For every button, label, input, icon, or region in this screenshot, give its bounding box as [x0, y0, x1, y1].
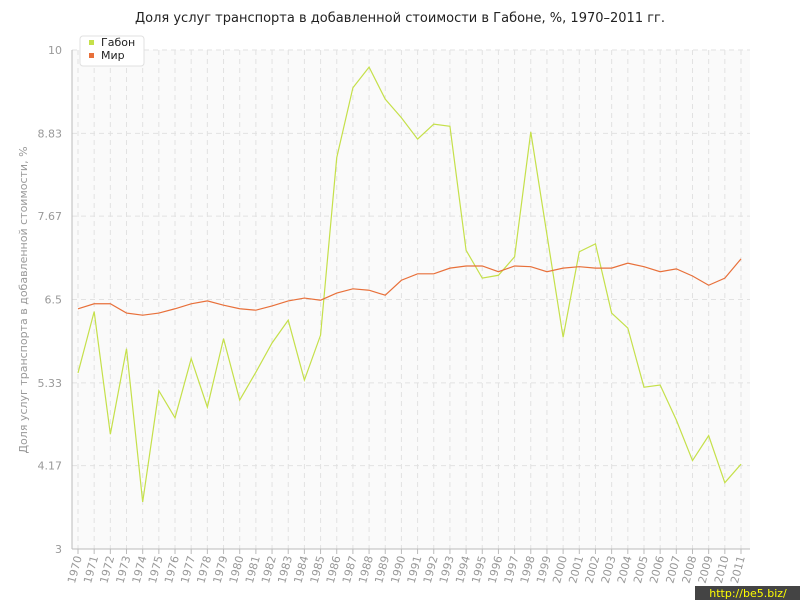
chart-title: Доля услуг транспорта в добавленной стои… — [135, 11, 665, 26]
series-line — [77, 258, 742, 316]
y-tick-label: 5.33 — [38, 377, 63, 390]
legend-label: Габон — [101, 36, 135, 49]
y-tick-label: 3 — [55, 543, 62, 556]
watermark: http://be5.biz/ — [709, 587, 787, 600]
y-tick-label: 4.17 — [38, 460, 63, 473]
y-tick-label: 8.83 — [38, 127, 63, 140]
y-axis-label: Доля услуг транспорта в добавленной стои… — [17, 146, 30, 453]
y-tick-label: 10 — [48, 44, 62, 57]
legend-marker — [89, 53, 94, 58]
legend-marker — [89, 40, 94, 45]
y-tick-label: 7.67 — [38, 210, 63, 223]
y-tick-label: 6.5 — [45, 294, 63, 307]
watermark-bg — [695, 586, 800, 600]
series-line — [77, 65, 742, 503]
legend-label: Мир — [101, 49, 125, 62]
legend-box — [79, 35, 145, 67]
